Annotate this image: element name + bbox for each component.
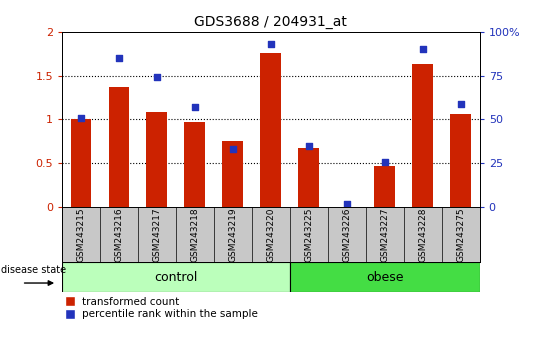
Text: GSM243215: GSM243215 xyxy=(77,207,86,262)
Point xyxy=(381,159,389,164)
Point xyxy=(153,75,161,80)
Point xyxy=(77,115,85,121)
Text: GSM243226: GSM243226 xyxy=(342,207,351,262)
Bar xyxy=(299,148,319,207)
Text: control: control xyxy=(154,270,198,284)
Bar xyxy=(412,64,433,207)
Point xyxy=(418,47,427,52)
Text: GSM243275: GSM243275 xyxy=(456,207,465,262)
Bar xyxy=(147,113,168,207)
Bar xyxy=(108,87,129,207)
Text: GSM243220: GSM243220 xyxy=(266,207,275,262)
Bar xyxy=(184,122,205,207)
Bar xyxy=(374,166,395,207)
Legend: transformed count, percentile rank within the sample: transformed count, percentile rank withi… xyxy=(67,297,258,319)
FancyBboxPatch shape xyxy=(62,262,290,292)
Point xyxy=(229,147,237,152)
Point xyxy=(305,143,313,149)
Title: GDS3688 / 204931_at: GDS3688 / 204931_at xyxy=(195,16,347,29)
Text: disease state: disease state xyxy=(1,266,66,275)
Text: obese: obese xyxy=(366,270,404,284)
FancyBboxPatch shape xyxy=(290,262,480,292)
Point xyxy=(457,101,465,107)
Bar xyxy=(450,114,471,207)
Text: GSM243219: GSM243219 xyxy=(229,207,237,262)
Text: GSM243216: GSM243216 xyxy=(114,207,123,262)
Point xyxy=(191,104,199,110)
Point xyxy=(266,41,275,47)
Point xyxy=(115,55,123,61)
Text: GSM243228: GSM243228 xyxy=(418,207,427,262)
Bar xyxy=(223,141,243,207)
Text: GSM243217: GSM243217 xyxy=(153,207,161,262)
Text: GSM243218: GSM243218 xyxy=(190,207,199,262)
Bar xyxy=(71,120,92,207)
Text: GSM243225: GSM243225 xyxy=(305,207,313,262)
Bar xyxy=(260,53,281,207)
Text: GSM243227: GSM243227 xyxy=(381,207,389,262)
Point xyxy=(342,201,351,206)
